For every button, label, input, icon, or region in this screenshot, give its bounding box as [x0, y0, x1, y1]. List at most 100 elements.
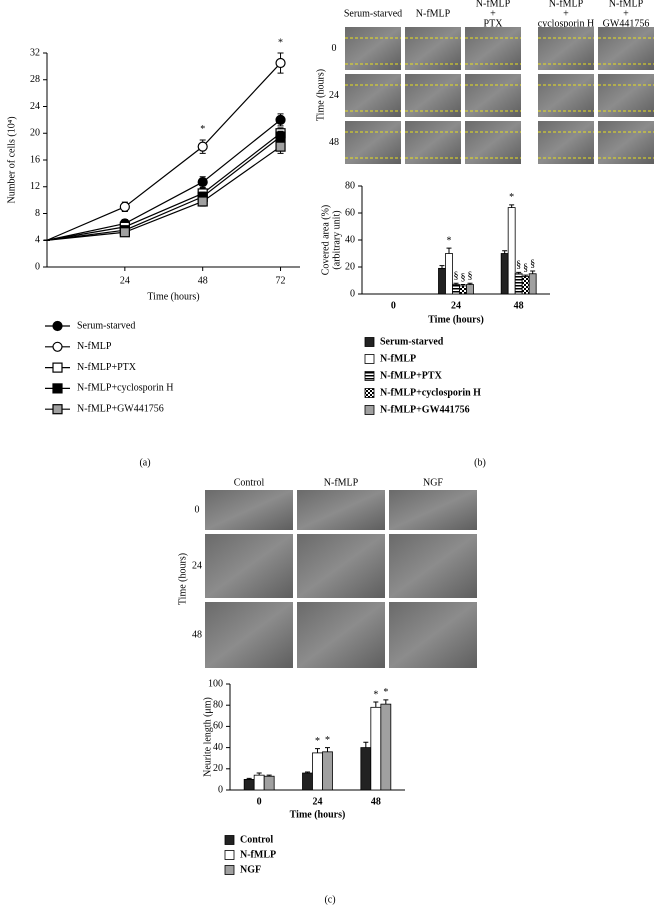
column-label: GW441756 — [603, 18, 650, 29]
y-axis-label: Neurite length (μm) — [202, 697, 213, 777]
y-tick-label: 40 — [345, 234, 355, 245]
column-label: N-fMLP — [324, 477, 359, 488]
y-tick-label: 20 — [30, 128, 40, 139]
bar — [438, 267, 446, 295]
error-bar — [446, 247, 452, 254]
legend-marker — [52, 404, 63, 415]
error-bar — [439, 265, 445, 269]
error-bar — [305, 771, 310, 774]
error-bar — [453, 282, 459, 285]
legend-label: N-fMLP+cyclosporin H — [380, 387, 481, 398]
bar — [360, 747, 372, 791]
y-tick-label: 0 — [35, 261, 40, 272]
marker — [275, 57, 286, 69]
x-tick-label: 24 — [120, 275, 130, 286]
row-axis-label: Time (hours) — [315, 69, 326, 121]
error-bar — [516, 271, 522, 274]
series-line — [46, 132, 281, 241]
column-label: N-fMLP — [609, 0, 644, 9]
y-tick-label: 16 — [30, 154, 40, 165]
legend-label: N-fMLP — [240, 849, 276, 860]
row-axis-label: Time (hours) — [177, 553, 188, 605]
x-tick-label: 48 — [371, 796, 381, 807]
panel-label: (b) — [474, 457, 486, 468]
y-tick-label: 4 — [35, 235, 40, 246]
legend-label: N-fMLP+PTX — [380, 370, 443, 381]
row-label: 24 — [329, 90, 339, 101]
annotation: § — [454, 270, 459, 281]
annotation: § — [461, 272, 466, 283]
micrograph — [205, 490, 293, 530]
row-label: 0 — [332, 43, 337, 54]
bar — [380, 703, 392, 791]
column-label: N-fMLP — [416, 8, 451, 19]
series-line — [46, 136, 281, 241]
legend-label: N-fMLP+PTX — [77, 362, 137, 373]
legend-swatch — [364, 337, 375, 347]
annotation: § — [516, 260, 521, 271]
column-label: Control — [234, 477, 265, 488]
micrograph — [389, 602, 477, 668]
micrograph — [297, 602, 385, 668]
x-axis-label: Time (hours) — [147, 291, 199, 302]
micrograph — [405, 121, 461, 164]
x-tick-label: 48 — [514, 300, 524, 311]
marker — [119, 201, 130, 212]
y-tick-label: 0 — [218, 784, 223, 795]
error-bar — [315, 748, 320, 753]
column-label: + — [563, 8, 569, 19]
x-tick-label: 72 — [276, 275, 286, 286]
micrograph — [345, 121, 401, 164]
micrograph — [345, 74, 401, 117]
micrograph — [598, 27, 654, 70]
bar — [312, 752, 323, 791]
micrograph — [405, 27, 461, 70]
panel-label: (c) — [324, 894, 335, 905]
column-label: NGF — [423, 477, 443, 488]
series-line — [46, 62, 281, 241]
y-tick-label: 0 — [350, 288, 355, 299]
error-bar — [373, 701, 379, 708]
legend-marker — [52, 362, 63, 373]
annotation: * — [278, 37, 283, 48]
bar — [445, 253, 453, 295]
micrograph — [598, 74, 654, 117]
bar — [263, 775, 275, 791]
micrograph — [205, 534, 293, 598]
row-label: 24 — [192, 560, 202, 571]
micrograph — [345, 27, 401, 70]
bar — [452, 284, 460, 295]
error-bar — [509, 204, 515, 208]
error-bar — [530, 270, 536, 274]
error-bar — [246, 777, 252, 780]
legend-swatch — [364, 405, 375, 415]
legend-marker — [52, 383, 63, 394]
column-label: + — [490, 8, 496, 19]
legend-swatch — [224, 850, 235, 860]
x-axis-label: Time (hours) — [290, 809, 346, 820]
micrograph — [538, 27, 594, 70]
x-tick-label: 48 — [198, 275, 208, 286]
micrograph — [297, 490, 385, 530]
annotation: * — [509, 192, 514, 203]
error-bar — [460, 284, 466, 286]
y-tick-label: 28 — [30, 74, 40, 85]
error-bar — [502, 250, 508, 254]
legend-label: N-fMLP — [77, 341, 112, 352]
bar — [370, 706, 382, 791]
bar — [528, 273, 537, 295]
bar — [253, 774, 265, 791]
y-tick-label: 80 — [345, 180, 355, 191]
micrograph — [598, 121, 654, 164]
annotation: * — [200, 124, 205, 135]
micrograph — [389, 490, 477, 530]
y-tick-label: 100 — [208, 678, 223, 689]
y-axis-label: (arbitrary unit) — [331, 210, 342, 269]
annotation: § — [523, 262, 528, 273]
micrograph — [405, 74, 461, 117]
bar — [322, 751, 333, 791]
micrograph — [465, 27, 521, 70]
legend-label: N-fMLP — [380, 353, 416, 364]
